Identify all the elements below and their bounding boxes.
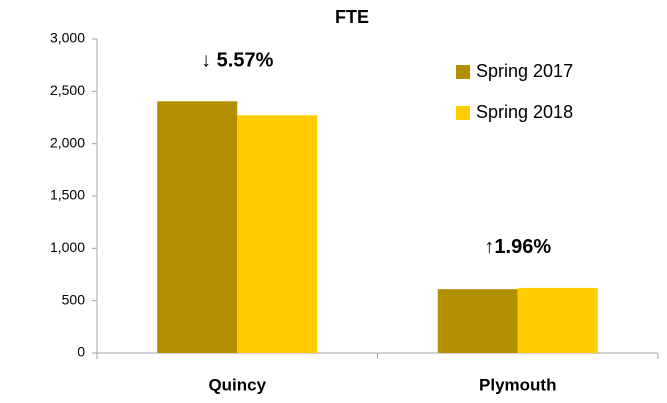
legend-label: Spring 2018 xyxy=(476,102,573,122)
legend-swatch xyxy=(456,65,470,79)
bar xyxy=(517,287,598,353)
annotation: ↓ 5.57% xyxy=(201,50,273,72)
y-tick-label: 2,500 xyxy=(50,82,85,98)
legend-label: Spring 2017 xyxy=(476,61,573,81)
chart-title: FTE xyxy=(335,7,369,27)
x-tick-label: Plymouth xyxy=(479,375,556,394)
y-tick-label: 0 xyxy=(77,344,85,360)
bar xyxy=(157,101,238,353)
bar xyxy=(437,289,518,353)
y-tick-label: 3,000 xyxy=(50,30,85,46)
annotation: ↑1.96% xyxy=(484,236,551,258)
y-tick-label: 1,000 xyxy=(50,239,85,255)
y-tick-label: 1,500 xyxy=(50,187,85,203)
legend-swatch xyxy=(456,106,470,120)
y-tick-label: 500 xyxy=(62,291,86,307)
x-tick-label: Quincy xyxy=(208,375,266,394)
bar xyxy=(237,115,318,353)
y-tick-label: 2,000 xyxy=(50,134,85,150)
